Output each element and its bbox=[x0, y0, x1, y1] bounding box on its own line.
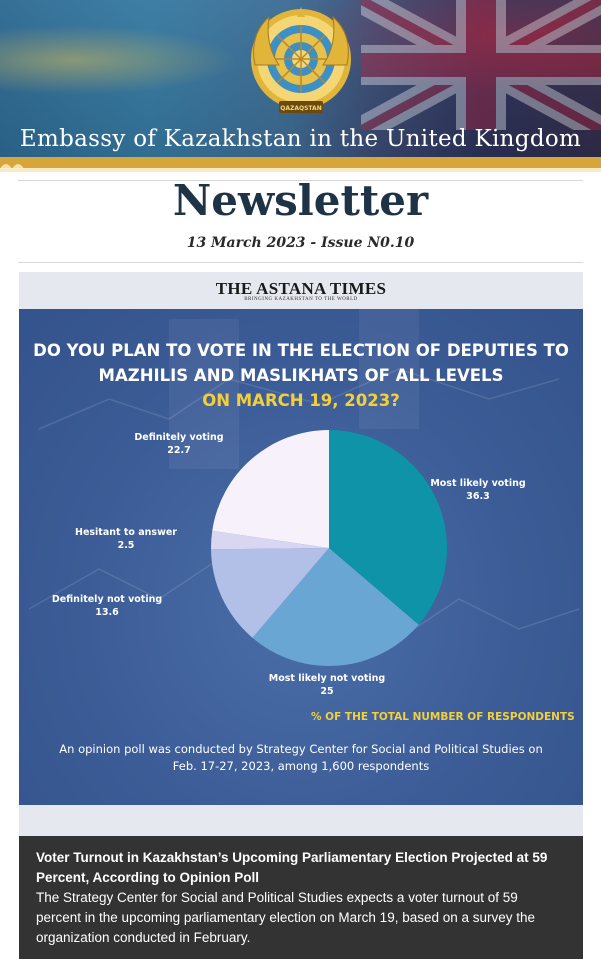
question-line-2: MAZHILIS AND MASLIKHATS OF ALL LEVELS bbox=[98, 366, 504, 385]
astana-times-tagline: BRINGING KAZAKHSTAN TO THE WORLD bbox=[244, 297, 358, 302]
slice-value: 13.6 bbox=[95, 607, 119, 618]
footnote-line-1: An opinion poll was conducted by Strateg… bbox=[59, 742, 543, 756]
kazakhstan-emblem-icon: QAZAQSTAN bbox=[251, 7, 351, 113]
astana-times-logo: THE ASTANA TIMES bbox=[215, 279, 387, 298]
spacer-band bbox=[19, 805, 583, 836]
unit-note: % OF THE TOTAL NUMBER OF RESPONDENTS bbox=[311, 711, 575, 723]
emblem-text: QAZAQSTAN bbox=[280, 105, 321, 112]
slice-value: 22.7 bbox=[167, 445, 190, 456]
article-title[interactable]: Voter Turnout in Kazakhstan’s Upcoming P… bbox=[36, 850, 548, 885]
poll-infographic: THE ASTANA TIMES BRINGING KAZAKHSTAN TO … bbox=[19, 272, 583, 805]
newsletter-title: Newsletter bbox=[172, 176, 429, 225]
issue-date: 13 March 2023 - Issue N0.10 bbox=[186, 235, 415, 251]
pie-chart: Most likely voting 36.3 Most likely not vo… bbox=[52, 430, 526, 697]
divider bbox=[18, 180, 583, 181]
slice-value: 36.3 bbox=[466, 491, 489, 502]
pie-slice-definitely-not-voting bbox=[211, 548, 329, 638]
divider bbox=[18, 262, 583, 263]
article-body: The Strategy Center for Social and Polit… bbox=[36, 890, 536, 945]
slice-value: 25 bbox=[320, 686, 333, 697]
poll-question: DO YOU PLAN TO VOTE IN THE ELECTION OF D… bbox=[19, 338, 583, 413]
footnote-line-2: Feb. 17-27, 2023, among 1,600 respondent… bbox=[172, 759, 430, 773]
ornament-border bbox=[0, 157, 601, 172]
source-strip: THE ASTANA TIMES BRINGING KAZAKHSTAN TO … bbox=[19, 272, 583, 309]
question-line-1: DO YOU PLAN TO VOTE IN THE ELECTION OF D… bbox=[33, 341, 569, 360]
slice-label: Most likely voting bbox=[430, 478, 525, 489]
pie-slice-hesitant-to-answer bbox=[211, 530, 329, 550]
map-background-graphic bbox=[28, 309, 580, 640]
slice-label: Definitely not voting bbox=[52, 594, 162, 605]
poll-footnote: An opinion poll was conducted by Strateg… bbox=[39, 741, 563, 775]
slice-label: Definitely voting bbox=[134, 432, 223, 443]
pie-slice-definitely-voting bbox=[212, 430, 329, 548]
slice-label: Most likely not voting bbox=[269, 673, 385, 684]
slice-label: Hesitant to answer bbox=[75, 527, 177, 538]
pie-slice-most-likely-not-voting bbox=[252, 548, 419, 666]
embassy-title: Embassy of Kazakhstan in the United King… bbox=[19, 126, 582, 152]
slice-value: 2.5 bbox=[118, 540, 135, 551]
article-card[interactable]: Voter Turnout in Kazakhstan’s Upcoming P… bbox=[19, 836, 583, 959]
header-banner: QAZAQSTAN Embassy of Kazakhstan in the U… bbox=[0, 0, 601, 172]
pie-slice-most-likely-voting bbox=[329, 430, 447, 625]
question-line-3: ON MARCH 19, 2023? bbox=[202, 391, 400, 410]
uk-flag-graphic bbox=[361, 0, 601, 130]
